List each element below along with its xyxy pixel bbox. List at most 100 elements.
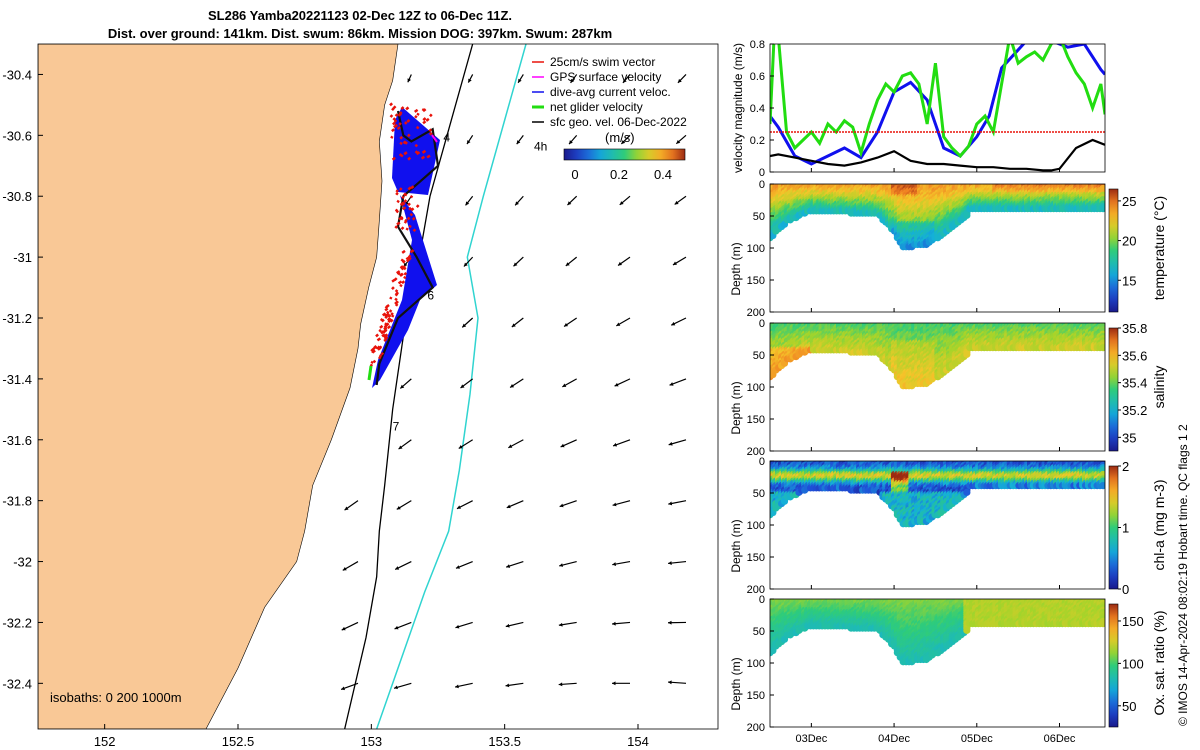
- swim-vector: [369, 363, 374, 367]
- geo-arrowhead: [676, 139, 681, 144]
- legend-label: 25cm/s swim vector: [550, 55, 655, 69]
- geo-arrowhead: [558, 682, 563, 687]
- swim-vector: [391, 314, 395, 318]
- section-ytick-label: 100: [747, 243, 765, 255]
- swim-vector: [400, 258, 404, 262]
- section-colorbar-tick-label: 35.4: [1122, 376, 1147, 391]
- swim-vector: [397, 280, 403, 285]
- swim-vector: [380, 330, 385, 334]
- section-colorbar: [1108, 188, 1119, 313]
- geo-arrowhead: [403, 262, 408, 267]
- swim-vector: [401, 195, 405, 200]
- section-ylabel: Depth (m): [729, 381, 743, 434]
- day-label: 6: [427, 289, 434, 303]
- geo-arrowhead: [400, 384, 405, 389]
- swim-vector: [387, 317, 392, 322]
- geo-arrowhead: [460, 384, 465, 389]
- section-ytick-label: 200: [747, 307, 765, 319]
- swim-vector: [401, 249, 406, 254]
- swim-vector: [399, 135, 404, 140]
- swim-vector: [406, 119, 411, 123]
- geo-arrowhead: [516, 140, 521, 145]
- colorbar-tick-label: 0: [571, 167, 578, 182]
- geo-arrowhead: [612, 562, 617, 566]
- geo-arrowhead: [341, 686, 346, 691]
- swim-vector: [428, 128, 433, 133]
- swim-vector: [398, 187, 403, 191]
- map-ytick-label: -31.2: [2, 311, 32, 326]
- swim-vector: [392, 105, 397, 110]
- geo-arrowhead: [562, 383, 567, 387]
- swim-vector: [395, 192, 399, 196]
- geo-arrowhead: [668, 561, 672, 565]
- geo-arrowhead: [560, 443, 565, 448]
- swim-vector: [390, 312, 394, 316]
- geo-arrowhead: [616, 322, 621, 326]
- swim-vector: [383, 326, 388, 331]
- day-label: 4: [443, 130, 450, 144]
- geo-arrowhead: [468, 78, 472, 83]
- swim-vector: [380, 351, 385, 356]
- swim-vector: [376, 337, 382, 342]
- geo-arrowhead: [515, 201, 519, 206]
- vel-ytick-label: 0.4: [750, 103, 765, 115]
- geo-arrowhead: [668, 441, 673, 446]
- swim-vector: [371, 349, 376, 354]
- geo-arrowhead: [394, 625, 399, 630]
- legend-label: sfc geo. vel. 06-Dec-2022: [550, 115, 687, 129]
- swim-vector: [426, 154, 431, 159]
- swim-vector: [379, 324, 384, 329]
- series-line: [770, 44, 1105, 166]
- swim-vector: [395, 291, 400, 296]
- geo-arrowhead: [669, 382, 674, 386]
- geo-arrowhead: [465, 201, 470, 206]
- vel-ytick-label: 0.6: [750, 71, 765, 83]
- geo-arrowhead: [567, 201, 572, 206]
- day-label: 7: [393, 420, 400, 434]
- swim-vector: [406, 216, 411, 221]
- swim-vector: [405, 106, 410, 111]
- swim-vector: [403, 220, 408, 224]
- glider-path: [375, 110, 440, 386]
- swim-vector: [392, 121, 396, 126]
- swim-vector: [415, 151, 421, 156]
- swim-vector: [375, 333, 379, 338]
- swim-vector: [400, 226, 405, 231]
- swim-vector: [399, 283, 403, 288]
- geo-arrowhead: [614, 382, 619, 387]
- vel-ytick-label: 0.8: [750, 39, 765, 51]
- geo-arrowhead: [456, 505, 461, 509]
- section-ytick-label: 150: [747, 414, 765, 426]
- map-ytick-label: -30.4: [2, 67, 32, 82]
- swim-vector: [429, 113, 433, 118]
- swim-vector: [425, 117, 430, 122]
- glider-track: [367, 102, 440, 388]
- swim-vector: [416, 112, 420, 116]
- swim-vector: [402, 266, 407, 271]
- swim-vector: [380, 318, 385, 323]
- swim-vector: [399, 215, 404, 220]
- land-area: [38, 44, 399, 729]
- map-ytick-label: -30.8: [2, 189, 32, 204]
- swim-vector: [391, 278, 396, 283]
- swim-vector: [383, 312, 387, 317]
- swim-vector: [389, 102, 394, 107]
- swim-vector: [397, 271, 401, 276]
- swim-vector: [384, 305, 389, 310]
- swim-vector: [391, 156, 396, 161]
- geo-arrowhead: [407, 78, 412, 83]
- vel-ytick-label: 0.2: [750, 135, 765, 147]
- swim-vector: [384, 307, 389, 312]
- section-ylabel: Depth (m): [729, 242, 743, 295]
- swim-vector: [396, 126, 401, 131]
- swim-vector: [401, 280, 406, 285]
- section-ytick-label: 150: [747, 275, 765, 287]
- swim-vector: [384, 333, 389, 337]
- swim-vector: [390, 135, 394, 139]
- swim-vector: [378, 328, 382, 333]
- swim-vector: [408, 224, 412, 229]
- geo-arrowhead: [559, 563, 564, 567]
- swim-vector: [394, 113, 399, 117]
- swim-vector: [391, 286, 395, 291]
